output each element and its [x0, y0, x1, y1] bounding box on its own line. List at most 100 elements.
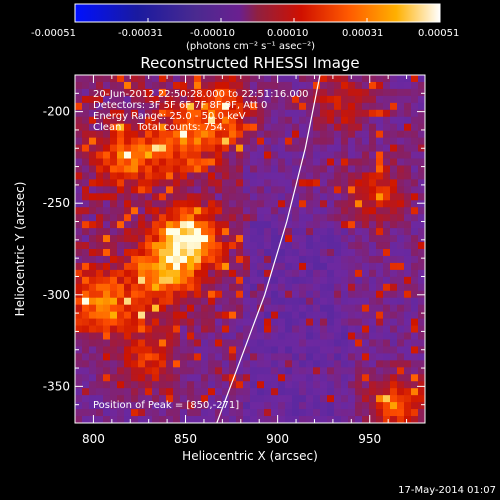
heatmap-cell: [110, 276, 118, 285]
heatmap-cell: [117, 130, 125, 139]
heatmap-cell: [243, 416, 251, 423]
heatmap-cell: [362, 75, 370, 83]
heatmap-cell: [369, 179, 377, 187]
heatmap-cell: [222, 346, 230, 354]
heatmap-cell: [313, 116, 321, 125]
heatmap-cell: [376, 269, 384, 278]
heatmap-cell: [334, 88, 342, 97]
heatmap-cell: [222, 242, 230, 250]
heatmap-cell: [348, 123, 356, 132]
heatmap-cell: [369, 395, 377, 403]
heatmap-cell: [390, 158, 398, 166]
heatmap-cell: [362, 360, 370, 368]
heatmap-cell: [103, 318, 111, 326]
heatmap-cell: [278, 374, 286, 382]
heatmap-cell: [96, 144, 104, 152]
heatmap-cell: [89, 228, 97, 236]
heatmap-cell: [187, 381, 195, 389]
heatmap-cell: [320, 304, 328, 313]
heatmap-cell: [348, 179, 356, 187]
heatmap-cell: [96, 276, 104, 285]
heatmap-cell: [194, 75, 202, 83]
heatmap-cell: [292, 249, 300, 257]
heatmap-cell: [194, 228, 202, 236]
heatmap-cell: [404, 221, 412, 229]
heatmap-cell: [264, 193, 272, 201]
heatmap-cell: [376, 242, 384, 250]
heatmap-cell: [82, 221, 90, 229]
heatmap-cell: [334, 255, 342, 264]
heatmap-cell: [201, 165, 209, 173]
heatmap-cell: [341, 95, 349, 104]
heatmap-cell: [89, 276, 97, 285]
heatmap-cell: [82, 228, 90, 236]
heatmap-cell: [271, 123, 279, 132]
heatmap-cell: [313, 151, 321, 159]
heatmap-cell: [299, 374, 307, 382]
heatmap-cell: [208, 116, 216, 125]
heatmap-cell: [355, 235, 363, 243]
heatmap-cell: [180, 325, 188, 333]
heatmap-cell: [145, 81, 153, 90]
heatmap-cell: [362, 339, 370, 347]
heatmap-cell: [194, 123, 202, 132]
heatmap-cell: [299, 123, 307, 132]
heatmap-cell: [215, 116, 223, 125]
heatmap-cell: [320, 130, 328, 139]
heatmap-cell: [138, 242, 146, 250]
heatmap-cell: [243, 144, 251, 152]
heatmap-cell: [152, 367, 160, 375]
heatmap-cell: [341, 416, 349, 423]
heatmap-cell: [299, 130, 307, 139]
heatmap-cell: [404, 228, 412, 236]
heatmap-cell: [320, 123, 328, 132]
heatmap-cell: [250, 318, 258, 326]
heatmap-cell: [397, 374, 405, 382]
heatmap-cell: [362, 325, 370, 333]
heatmap-cell: [103, 395, 111, 403]
heatmap-cell: [285, 235, 293, 243]
heatmap-cell: [131, 339, 139, 347]
heatmap-cell: [103, 304, 111, 313]
heatmap-cell: [131, 374, 139, 382]
heatmap-cell: [75, 228, 83, 236]
heatmap-cell: [194, 193, 202, 201]
heatmap-cell: [341, 207, 349, 215]
heatmap-cell: [285, 207, 293, 215]
heatmap-cell: [187, 409, 195, 417]
heatmap-cell: [397, 109, 405, 118]
heatmap-cell: [285, 137, 293, 145]
heatmap-cell: [96, 409, 104, 417]
heatmap-cell: [194, 304, 202, 313]
heatmap-cell: [404, 318, 412, 326]
heatmap-cell: [194, 311, 202, 319]
heatmap-cell: [117, 311, 125, 319]
heatmap-cell: [208, 416, 216, 423]
heatmap-cell: [82, 242, 90, 250]
heatmap-cell: [418, 88, 425, 97]
heatmap-cell: [236, 75, 244, 83]
heatmap-cell: [362, 228, 370, 236]
annotation-energy-range: Energy Range: 25.0 - 50.0 keV: [93, 111, 246, 122]
heatmap-cell: [411, 388, 419, 396]
heatmap-cell: [306, 193, 314, 201]
heatmap-cell: [397, 381, 405, 389]
heatmap-cell: [257, 381, 265, 389]
heatmap-cell: [152, 255, 160, 264]
heatmap-cell: [180, 88, 188, 97]
heatmap-cell: [103, 269, 111, 278]
heatmap-cell: [404, 235, 412, 243]
heatmap-cell: [138, 388, 146, 396]
heatmap-cell: [376, 249, 384, 257]
heatmap-cell: [208, 165, 216, 173]
heatmap-cell: [96, 200, 104, 208]
heatmap-cell: [138, 339, 146, 347]
heatmap-cell: [124, 346, 132, 354]
heatmap-cell: [327, 269, 335, 278]
heatmap-cell: [355, 165, 363, 173]
heatmap-cell: [229, 75, 237, 83]
plot-frame: [74, 74, 426, 424]
heatmap-cell: [292, 88, 300, 97]
heatmap-cell: [390, 367, 398, 375]
heatmap-cell: [187, 395, 195, 403]
